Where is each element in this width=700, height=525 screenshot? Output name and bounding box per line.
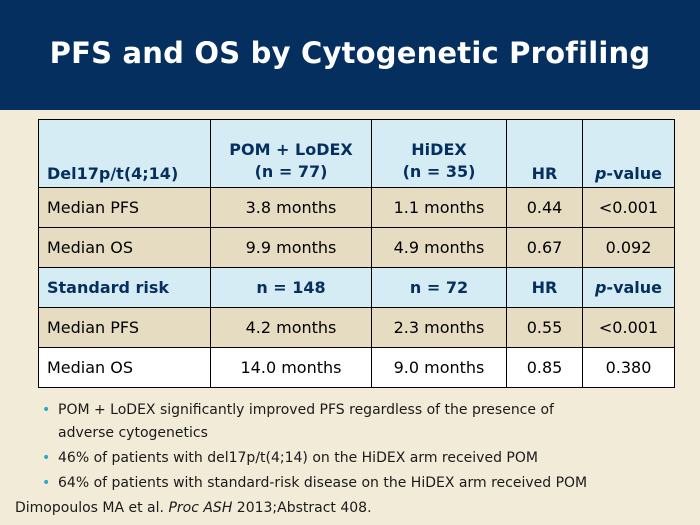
cell-p-value: <0.001: [582, 307, 675, 348]
cell-hidex: 9.0 months: [371, 347, 507, 388]
cell-hr: 0.85: [506, 347, 583, 388]
table-row: Median OS 14.0 months 9.0 months 0.85 0.…: [38, 347, 675, 388]
cell-p-value: <0.001: [582, 187, 675, 228]
table-row: Median OS 9.9 months 4.9 months 0.67 0.0…: [38, 227, 675, 268]
cell-pom-lodex: 9.9 months: [210, 227, 372, 268]
row-label: Median OS: [38, 347, 211, 388]
column-header-pom-lodex: POM + LoDEX (n = 77): [210, 119, 372, 188]
cell-p-value: 0.380: [582, 347, 675, 388]
list-item: • 46% of patients with del17p/t(4;14) on…: [40, 447, 670, 470]
p-letter: p: [594, 278, 607, 297]
table-row: Median PFS 3.8 months 1.1 months 0.44 <0…: [38, 187, 675, 228]
column-header-line: POM + LoDEX: [229, 140, 353, 159]
cell-hidex: 4.9 months: [371, 227, 507, 268]
column-header-line: (n = 35): [402, 162, 476, 181]
column-header-p-value: p-value: [582, 267, 675, 308]
cell-pom-lodex: 3.8 months: [210, 187, 372, 228]
section-label: Del17p/t(4;14): [38, 119, 211, 188]
results-table: Del17p/t(4;14) POM + LoDEX (n = 77) HiDE…: [38, 119, 675, 388]
column-header-hr: HR: [506, 267, 583, 308]
column-header-p-value: p-value: [582, 119, 675, 188]
cell-pom-lodex: 4.2 months: [210, 307, 372, 348]
p-letter: p: [594, 164, 607, 183]
citation-details: 2013;Abstract 408.: [236, 500, 372, 516]
cell-hr: 0.55: [506, 307, 583, 348]
column-header-line: (n = 77): [254, 162, 328, 181]
column-header-line: HiDEX: [411, 140, 467, 159]
bullet-icon: •: [42, 450, 51, 466]
bullet-text: 64% of patients with standard-risk disea…: [58, 475, 588, 491]
column-header-hr: HR: [506, 119, 583, 188]
p-suffix: -value: [606, 278, 663, 297]
bullet-text: POM + LoDEX significantly improved PFS r…: [58, 402, 554, 418]
citation: Dimopoulos MA et al. Proc ASH 2013;Abstr…: [15, 500, 372, 516]
slide-title: PFS and OS by Cytogenetic Profiling: [49, 36, 651, 70]
table-header-row: Del17p/t(4;14) POM + LoDEX (n = 77) HiDE…: [38, 119, 675, 188]
section-label: Standard risk: [38, 267, 211, 308]
bullet-list: • POM + LoDEX significantly improved PFS…: [40, 399, 670, 495]
title-bar: PFS and OS by Cytogenetic Profiling: [0, 0, 700, 110]
column-header-hidex: HiDEX (n = 35): [371, 119, 507, 188]
row-label: Median PFS: [38, 307, 211, 348]
list-item: • 64% of patients with standard-risk dis…: [40, 472, 670, 495]
row-label: Median PFS: [38, 187, 211, 228]
cell-hidex: 1.1 months: [371, 187, 507, 228]
cell-hr: 0.44: [506, 187, 583, 228]
column-header-pom-lodex: n = 148: [210, 267, 372, 308]
cell-hr: 0.67: [506, 227, 583, 268]
bullet-icon: •: [42, 475, 51, 491]
table-row: Median PFS 4.2 months 2.3 months 0.55 <0…: [38, 307, 675, 348]
bullet-icon: •: [42, 402, 51, 418]
bullet-text: adverse cytogenetics: [58, 425, 208, 441]
row-label: Median OS: [38, 227, 211, 268]
cell-hidex: 2.3 months: [371, 307, 507, 348]
citation-authors: Dimopoulos MA et al.: [15, 500, 164, 516]
cell-pom-lodex: 14.0 months: [210, 347, 372, 388]
cell-p-value: 0.092: [582, 227, 675, 268]
citation-journal: Proc ASH: [168, 500, 233, 516]
bullet-text: 46% of patients with del17p/t(4;14) on t…: [58, 450, 538, 466]
table-header-row: Standard risk n = 148 n = 72 HR p-value: [38, 267, 675, 308]
p-suffix: -value: [606, 164, 663, 183]
column-header-hidex: n = 72: [371, 267, 507, 308]
list-item: • POM + LoDEX significantly improved PFS…: [40, 399, 670, 445]
